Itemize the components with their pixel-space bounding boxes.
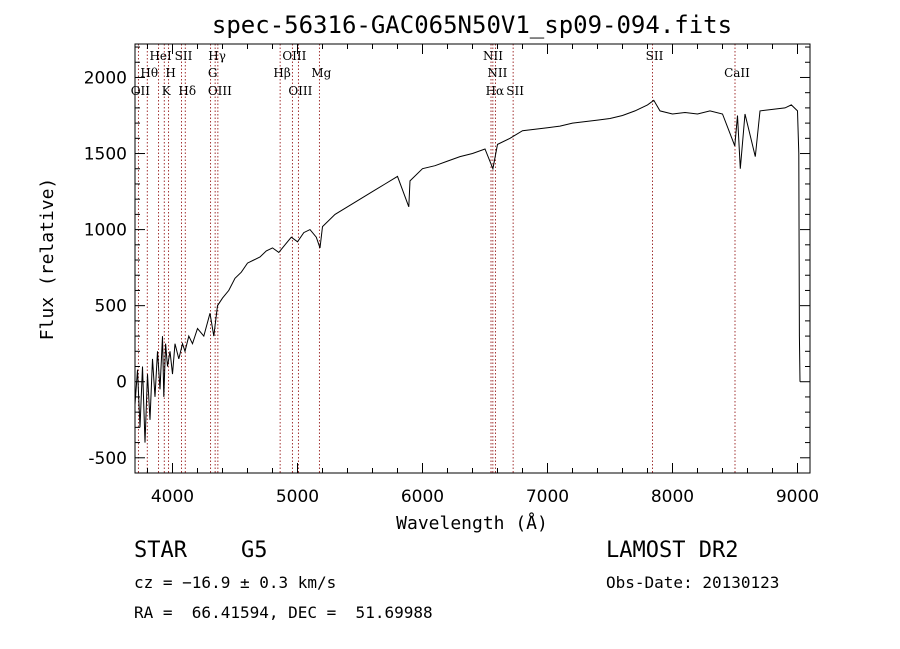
spectral-line-markers [137, 44, 736, 473]
line-label: Hα [486, 84, 505, 98]
line-label: Mg [311, 66, 331, 80]
y-tick-label: 1500 [84, 145, 127, 165]
redshift-readout: cz = −16.9 ± 0.3 km/s [134, 573, 337, 592]
x-tick-label: 6000 [401, 487, 444, 507]
line-label: NII [483, 49, 503, 63]
line-label: SII [646, 49, 664, 63]
line-label: CaII [724, 66, 750, 80]
line-label: OII [131, 84, 151, 98]
line-label: K [162, 84, 172, 98]
line-label: SII [506, 84, 524, 98]
chart-title: spec-56316-GAC065N50V1_sp09-094.fits [212, 11, 732, 39]
x-axis-ticks: 4000 5000 6000 7000 8000 9000 [147, 44, 819, 507]
coordinates-readout: RA = 66.41594, DEC = 51.69988 [134, 603, 433, 622]
line-label: H [165, 66, 175, 80]
line-label: SII [175, 49, 193, 63]
survey-name: LAMOST DR2 [606, 538, 739, 563]
x-tick-label: 9000 [776, 487, 819, 507]
x-tick-label: 5000 [276, 487, 319, 507]
line-label: OIII [288, 84, 312, 98]
x-tick-label: 7000 [526, 487, 569, 507]
y-tick-label: -500 [88, 449, 127, 469]
spectrum-series-line [134, 99, 801, 443]
line-label: OIII [208, 84, 232, 98]
object-class: STAR [134, 538, 187, 563]
line-label: G [208, 66, 218, 80]
line-label: NII [487, 66, 507, 80]
y-axis-ticks: -500 0 500 1000 1500 2000 [84, 46, 810, 469]
object-subclass: G5 [241, 538, 268, 563]
y-tick-label: 2000 [84, 68, 127, 88]
y-tick-label: 0 [116, 373, 127, 393]
observation-date: Obs-Date: 20130123 [606, 573, 780, 592]
x-axis-label: Wavelength (Å) [396, 512, 548, 534]
spectral-line-labels: OIIHθHeIKHSIIHδGHγOIIIHβOIIIOIIIMgNIIHαN… [131, 49, 750, 98]
x-tick-label: 8000 [651, 487, 694, 507]
line-label: OIII [282, 49, 306, 63]
line-label: Hβ [273, 66, 290, 80]
line-label: HeI [149, 49, 172, 63]
y-axis-label: Flux (relative) [37, 178, 58, 341]
plot-frame [134, 43, 811, 474]
y-tick-label: 1000 [84, 221, 127, 241]
y-tick-label: 500 [95, 297, 127, 317]
x-tick-label: 4000 [151, 487, 194, 507]
line-label: Hγ [208, 49, 226, 63]
line-label: Hθ [140, 66, 158, 80]
line-label: Hδ [178, 84, 196, 98]
